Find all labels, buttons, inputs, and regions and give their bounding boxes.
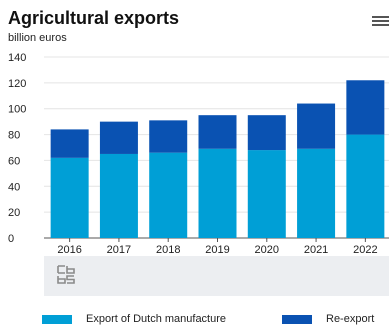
y-tick-label: 140	[8, 52, 26, 64]
bar-reexport-2016[interactable]	[50, 129, 89, 158]
bar-export-2019[interactable]	[198, 148, 237, 238]
y-tick-label: 0	[8, 233, 14, 245]
bar-reexport-2017[interactable]	[99, 121, 138, 154]
y-tick-label: 100	[8, 104, 26, 116]
bar-export-2018[interactable]	[149, 152, 188, 238]
chart-title: Agricultural exports	[8, 8, 180, 28]
y-tick-label: 20	[8, 207, 20, 219]
legend-item-reexport[interactable]: Re-export	[282, 313, 374, 325]
bar-reexport-2020[interactable]	[247, 115, 286, 151]
legend-swatch-reexport	[282, 314, 312, 324]
legend-label-reexport: Re-export	[326, 313, 375, 325]
legend-label-export: Export of Dutch manufacture	[86, 313, 227, 325]
y-tick-label: 40	[8, 181, 20, 193]
legend-swatch-export	[42, 314, 72, 324]
bar-reexport-2021[interactable]	[297, 103, 336, 149]
bar-reexport-2018[interactable]	[149, 120, 188, 153]
y-tick-label: 60	[8, 155, 20, 167]
bar-export-2022[interactable]	[346, 134, 385, 238]
bar-reexport-2022[interactable]	[346, 80, 385, 135]
chart-area: 0 20 40 60 80 100 120 140 2016 2017 2018 2019 2020 20…	[8, 52, 389, 256]
legend-item-export[interactable]: Export of Dutch manufacture	[42, 313, 226, 325]
y-tick-label: 120	[8, 78, 26, 90]
bar-export-2016[interactable]	[50, 157, 89, 238]
bar-export-2020[interactable]	[247, 150, 286, 238]
bar-export-2017[interactable]	[99, 153, 138, 238]
x-tick-label: 2020	[255, 244, 279, 256]
x-tick-label: 2019	[205, 244, 229, 256]
y-tick-label: 80	[8, 130, 20, 142]
unit-label: billion euros	[8, 32, 67, 44]
x-tick-label: 2018	[156, 244, 180, 256]
x-tick-label: 2016	[57, 244, 81, 256]
cbs-logo	[56, 264, 76, 293]
x-tick-label: 2021	[304, 244, 328, 256]
x-tick-label: 2022	[353, 244, 377, 256]
x-tick-label: 2017	[107, 244, 131, 256]
bar-reexport-2019[interactable]	[198, 115, 237, 149]
footer-band	[44, 256, 389, 296]
hamburger-menu-icon[interactable]	[370, 14, 389, 28]
bar-export-2021[interactable]	[297, 148, 336, 238]
